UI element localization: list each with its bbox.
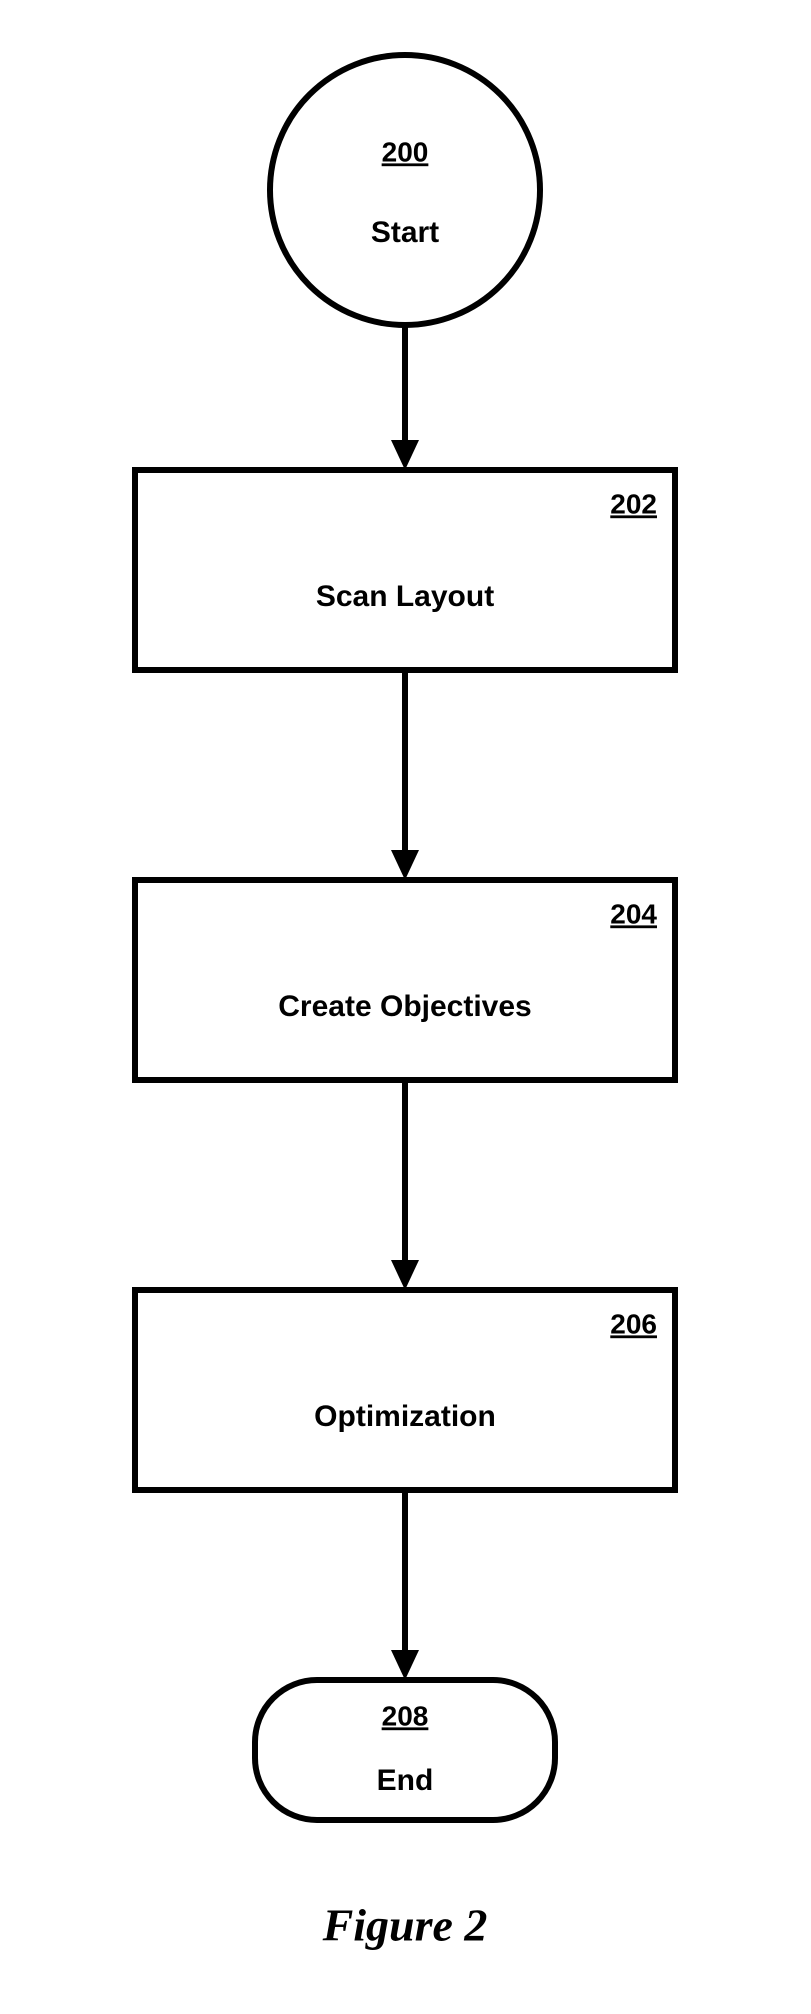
edge-arrowhead	[391, 1650, 419, 1680]
process-node	[135, 1290, 675, 1490]
start-node-label: Start	[371, 216, 439, 249]
process-node	[135, 880, 675, 1080]
process-node-ref: 204	[610, 898, 657, 929]
edge-arrowhead	[391, 850, 419, 880]
process-node-label: Optimization	[314, 1400, 496, 1433]
start-node	[270, 55, 540, 325]
start-node-ref: 200	[382, 136, 429, 167]
edge-arrowhead	[391, 440, 419, 470]
process-node	[135, 470, 675, 670]
process-node-ref: 206	[610, 1308, 657, 1339]
process-node-label: Create Objectives	[278, 990, 531, 1023]
process-node-label: Scan Layout	[316, 580, 494, 613]
process-node-ref: 202	[610, 488, 657, 519]
end-node-ref: 208	[382, 1700, 429, 1731]
flowchart-svg: 200 Start 202 Scan Layout 204 Create Objectiv…	[0, 0, 811, 2014]
end-node-label: End	[377, 1764, 434, 1797]
edge-arrowhead	[391, 1260, 419, 1290]
figure-caption: Figure 2	[322, 1900, 488, 1951]
